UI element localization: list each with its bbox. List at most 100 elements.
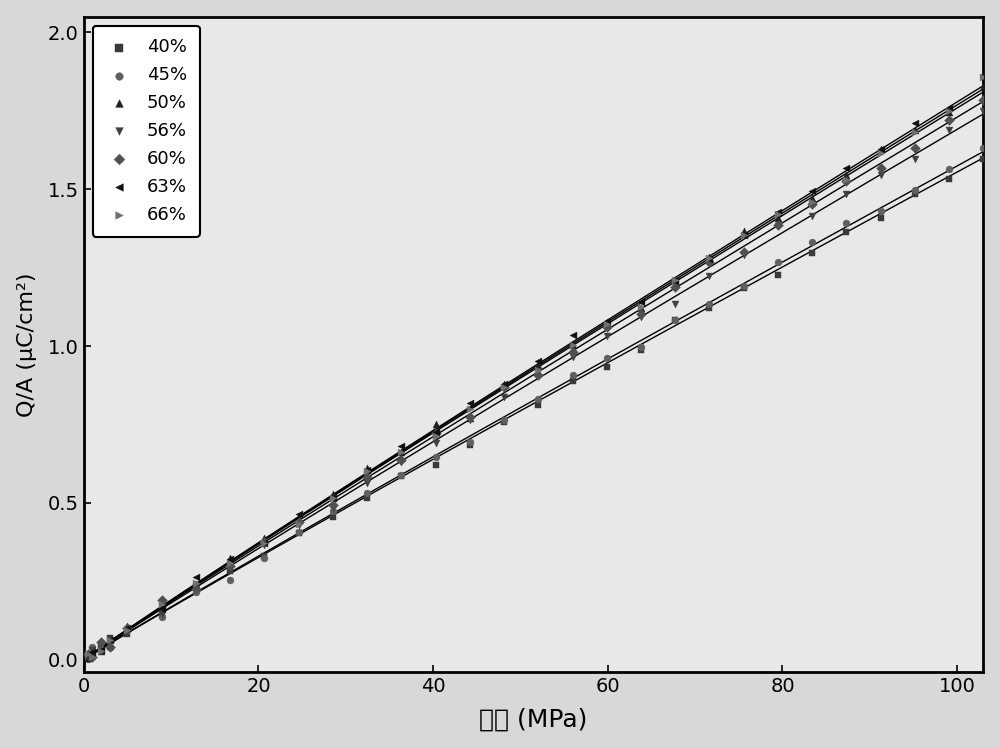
66%: [770, 208, 786, 220]
60%: [222, 560, 238, 572]
66%: [291, 518, 307, 530]
60%: [93, 637, 109, 649]
63%: [393, 441, 409, 453]
66%: [393, 447, 409, 459]
50%: [633, 302, 649, 314]
63%: [838, 162, 854, 174]
50%: [530, 359, 546, 371]
63%: [941, 102, 957, 114]
63%: [119, 622, 135, 634]
66%: [736, 230, 752, 242]
66%: [188, 577, 204, 589]
60%: [770, 219, 786, 231]
45%: [462, 435, 478, 447]
40%: [256, 550, 272, 562]
66%: [84, 651, 100, 663]
60%: [102, 641, 118, 653]
63%: [565, 329, 581, 341]
45%: [256, 552, 272, 564]
X-axis label: 压力 (MPa): 压力 (MPa): [479, 708, 588, 732]
60%: [667, 281, 683, 293]
66%: [804, 196, 820, 208]
56%: [736, 249, 752, 261]
50%: [428, 418, 444, 430]
60%: [804, 197, 820, 209]
50%: [188, 578, 204, 590]
60%: [256, 536, 272, 548]
56%: [633, 311, 649, 323]
60%: [633, 307, 649, 319]
40%: [359, 492, 375, 504]
50%: [462, 412, 478, 424]
66%: [80, 649, 96, 660]
66%: [222, 557, 238, 568]
66%: [154, 598, 170, 610]
63%: [667, 275, 683, 287]
50%: [222, 552, 238, 564]
40%: [84, 649, 100, 660]
45%: [154, 611, 170, 623]
45%: [119, 624, 135, 636]
40%: [633, 344, 649, 356]
40%: [188, 581, 204, 593]
45%: [667, 314, 683, 326]
40%: [770, 269, 786, 280]
50%: [770, 212, 786, 224]
50%: [873, 143, 889, 155]
50%: [701, 251, 717, 263]
50%: [941, 106, 957, 118]
45%: [84, 641, 100, 653]
50%: [291, 514, 307, 526]
60%: [359, 471, 375, 483]
60%: [873, 162, 889, 174]
63%: [701, 254, 717, 266]
50%: [667, 275, 683, 286]
66%: [93, 646, 109, 657]
66%: [838, 174, 854, 186]
45%: [325, 505, 341, 517]
63%: [975, 70, 991, 82]
60%: [80, 648, 96, 660]
63%: [873, 144, 889, 156]
40%: [565, 375, 581, 387]
40%: [154, 608, 170, 620]
63%: [291, 508, 307, 520]
66%: [462, 403, 478, 415]
60%: [530, 369, 546, 381]
50%: [154, 595, 170, 607]
56%: [119, 626, 135, 638]
50%: [804, 191, 820, 203]
63%: [428, 426, 444, 438]
66%: [873, 147, 889, 159]
66%: [907, 126, 923, 138]
66%: [975, 72, 991, 84]
45%: [393, 469, 409, 481]
56%: [393, 456, 409, 468]
40%: [736, 282, 752, 294]
40%: [93, 640, 109, 652]
66%: [359, 465, 375, 477]
50%: [359, 462, 375, 473]
56%: [154, 608, 170, 620]
40%: [80, 649, 96, 661]
45%: [736, 280, 752, 292]
60%: [701, 257, 717, 269]
56%: [873, 168, 889, 180]
Y-axis label: Q/A (μC/cm²): Q/A (μC/cm²): [17, 272, 37, 417]
56%: [325, 502, 341, 514]
40%: [530, 399, 546, 411]
66%: [428, 430, 444, 442]
60%: [119, 622, 135, 634]
60%: [154, 593, 170, 605]
40%: [496, 416, 512, 428]
63%: [102, 634, 118, 646]
63%: [256, 537, 272, 549]
66%: [325, 492, 341, 504]
56%: [102, 637, 118, 649]
45%: [633, 341, 649, 353]
56%: [496, 391, 512, 403]
63%: [359, 464, 375, 476]
63%: [188, 571, 204, 583]
50%: [975, 81, 991, 93]
63%: [599, 316, 615, 328]
